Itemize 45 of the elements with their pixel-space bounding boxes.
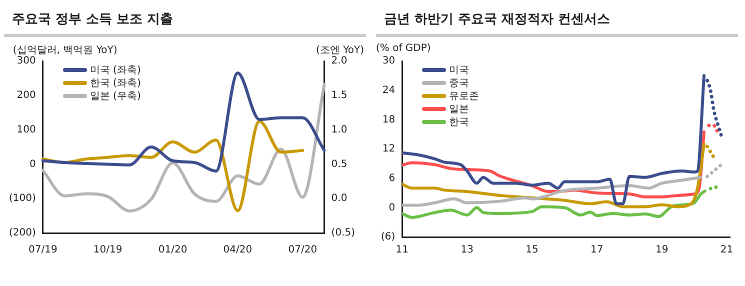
y-tick-label: 300 [16,56,36,67]
y2-axis-title: (조엔 YoY) [316,44,364,56]
y-axis-title: (% of GDP) [376,43,431,54]
y-tick-label: 18 [382,114,396,126]
y-tick-label: 12 [382,144,396,155]
y-tick-label: 6 [388,172,396,184]
y-tick-label: (200) [9,228,36,239]
chart-title: 금년 하반기 주요국 재정적자 컨센서스 [376,4,738,37]
y-tick-label: (6) [380,232,396,243]
legend-label: 중국 [449,76,470,90]
legend-label: 유로존 [449,90,480,102]
y2-tick-label: 0.0 [331,193,348,204]
x-tick-label: 04/20 [223,244,252,256]
y2-tick-label: 2.0 [331,56,348,67]
line-series [402,190,707,219]
legend-label: 미국 (좌축) [90,64,141,76]
x-tick-label: 11 [396,244,409,256]
y-tick-label: 24 [382,84,396,96]
x-tick-label: 10/19 [93,244,122,256]
y-tick-label: 30 [382,56,396,67]
x-tick-label: 17 [590,244,604,256]
chart-title: 주요국 정부 소득 보조 지출 [4,4,366,37]
legend-label: 일본 (우축) [90,90,141,102]
x-tick-label: 01/20 [158,244,188,256]
y-tick-label: (100) [9,193,36,204]
legend-label: 한국 [449,116,470,128]
legend-label: 일본 [449,102,470,116]
x-tick-label: 15 [526,244,538,256]
y2-tick-label: 0.5 [331,158,348,170]
line-series [402,176,702,207]
y2-tick-label: 1.5 [331,90,348,101]
y-tick-label: 100 [16,124,36,136]
x-tick-label: 21 [720,244,734,256]
legend-label: 한국 (좌축) [90,76,141,90]
y-tick-label: 0 [30,158,36,170]
legend-label: 미국 [449,64,470,76]
y2-tick-label: (0.5) [331,228,356,239]
y-axis-title: (십억달러, 백억원 YoY) [12,44,118,56]
y-tick-label: 0 [388,202,396,214]
x-tick-label: 07/19 [28,244,58,256]
x-tick-label: 13 [460,244,474,256]
y-tick-label: 200 [16,90,36,101]
x-tick-label: 07/20 [288,244,318,256]
x-tick-label: 19 [655,244,668,256]
y2-tick-label: 1.0 [331,124,348,136]
